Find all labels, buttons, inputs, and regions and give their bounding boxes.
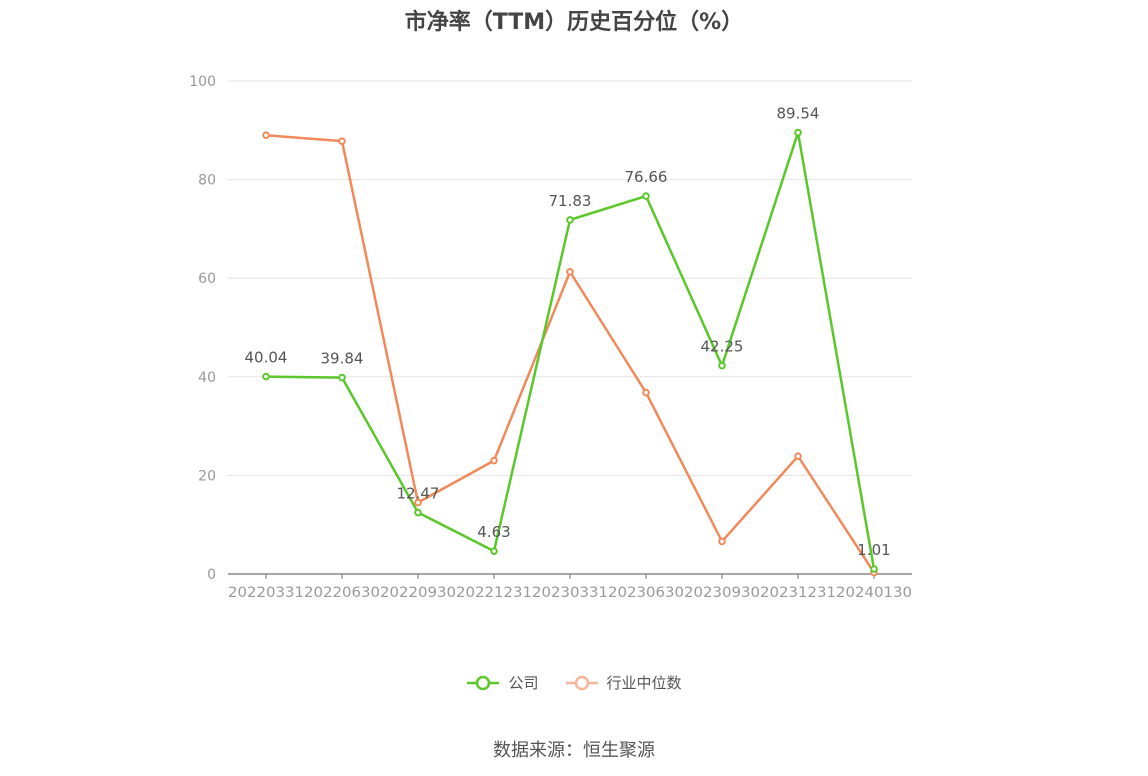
x-tick-label: 20220930 [380, 585, 456, 601]
chart-legend: 公司 行业中位数 [0, 672, 1148, 693]
data-point-industry-median [718, 537, 726, 546]
y-tick-label: 20 [198, 468, 216, 484]
data-point-industry-median [566, 267, 574, 276]
data-label-company: 12.47 [397, 485, 440, 503]
x-tick-label: 20231231 [760, 585, 836, 601]
data-point-industry-median [262, 131, 270, 140]
y-tick-label: 60 [198, 271, 216, 287]
data-label-company: 1.01 [857, 541, 890, 559]
x-tick-label: 20230930 [684, 585, 760, 601]
y-tick-label: 100 [189, 74, 216, 90]
x-tick-label: 20240130 [836, 585, 912, 601]
x-tick-label: 20230331 [532, 585, 608, 601]
line-chart: 0 20 40 60 80 100 20220331 20220630 20220930 2022… [189, 74, 912, 601]
data-point-industry-median [794, 452, 802, 460]
x-tick-label: 20220630 [304, 585, 380, 601]
y-tick-label: 0 [207, 567, 216, 583]
data-point-industry-median [490, 456, 498, 465]
data-point-company [490, 547, 498, 555]
data-point-industry-median [338, 137, 346, 145]
data-point-company [642, 192, 650, 200]
data-point-company [794, 128, 802, 137]
data-label-company: 40.04 [245, 349, 288, 367]
legend-item-company[interactable]: 公司 [466, 672, 539, 693]
x-tick-label: 20230630 [608, 585, 684, 601]
data-point-company [718, 361, 726, 370]
data-point-industry-median [642, 388, 650, 397]
data-point-company [870, 565, 878, 573]
legend-industry-marker-icon [565, 675, 598, 690]
data-label-company: 4.63 [477, 523, 510, 541]
y-tick-label: 80 [198, 173, 216, 189]
x-tick-label: 20221231 [456, 585, 532, 601]
legend-company-marker-icon [467, 675, 500, 690]
data-label-company: 71.83 [549, 192, 592, 210]
data-point-industry-median [414, 498, 422, 507]
x-tick-label: 20220331 [228, 585, 304, 601]
data-point-company [414, 508, 422, 517]
data-label-company: 39.84 [321, 350, 364, 368]
data-point-company [262, 372, 270, 381]
chart-title: 市净率（TTM）历史百分位（%） [404, 10, 744, 35]
data-label-company: 76.66 [625, 168, 668, 186]
y-tick-label: 40 [198, 370, 216, 386]
legend-industry-label: 行业中位数 [606, 674, 682, 692]
data-point-company [338, 373, 346, 382]
legend-company-label: 公司 [508, 674, 539, 692]
data-label-company: 89.54 [777, 105, 820, 123]
legend-item-industry-median[interactable]: 行业中位数 [565, 672, 682, 693]
data-point-company [566, 216, 574, 224]
data-source-note: 数据来源：恒生聚源 [493, 740, 655, 761]
data-label-company: 42.25 [701, 338, 744, 356]
